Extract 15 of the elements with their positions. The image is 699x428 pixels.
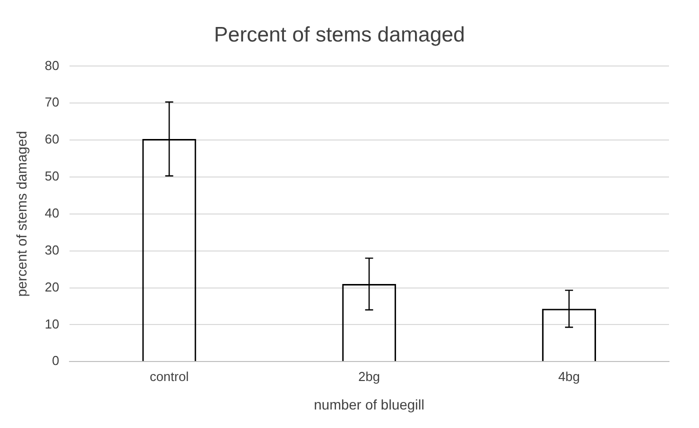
chart-title: Percent of stems damaged (214, 23, 465, 46)
y-tick-label: 10 (44, 316, 60, 332)
x-tick-label: 4bg (558, 368, 580, 384)
y-axis-title: percent of stems damaged (13, 131, 30, 297)
y-tick-label: 50 (44, 168, 60, 184)
y-tick-label: 0 (52, 353, 60, 368)
y-tick-label: 70 (44, 94, 60, 110)
y-tick-label: 60 (44, 132, 60, 147)
y-tick-label: 80 (44, 58, 60, 73)
y-tick-label: 40 (44, 205, 60, 220)
y-tick-label: 30 (44, 242, 60, 258)
x-axis-title: number of bluegill (314, 396, 424, 412)
y-tick-label: 20 (44, 279, 60, 294)
x-tick-label: 2bg (358, 368, 380, 384)
x-tick-label: control (150, 368, 189, 384)
